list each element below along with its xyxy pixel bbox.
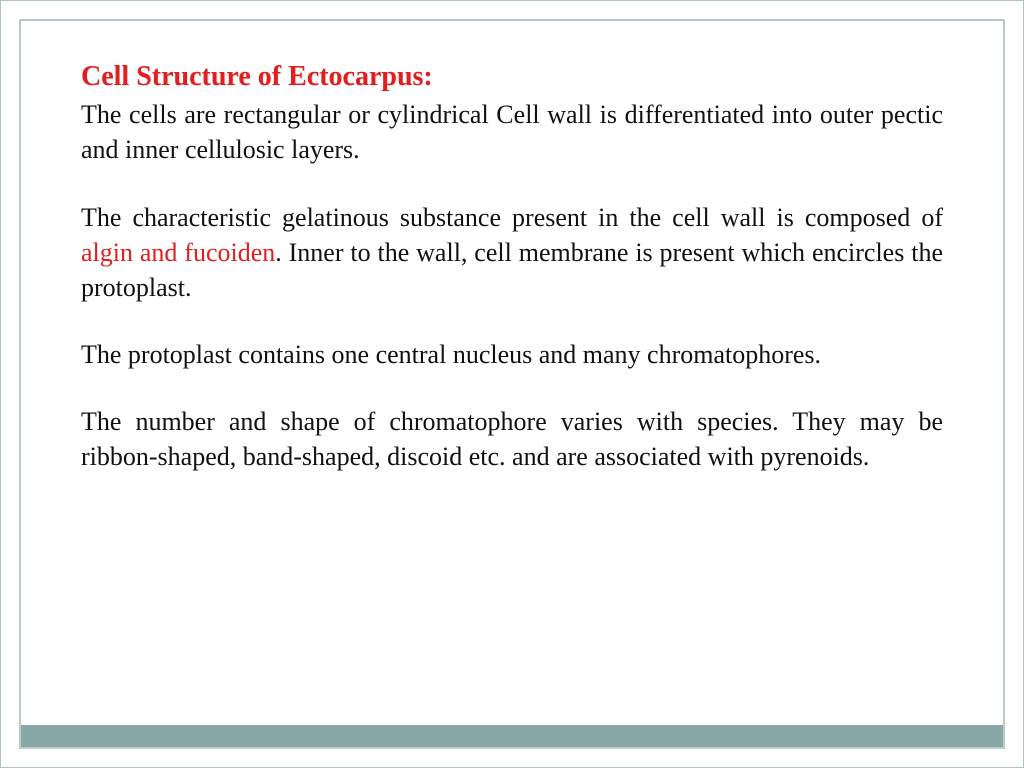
paragraph-2-part-a: The characteristic gelatinous substance …: [81, 203, 943, 232]
slide-inner-frame: Cell Structure of Ectocarpus: The cells …: [19, 19, 1005, 749]
paragraph-2: The characteristic gelatinous substance …: [81, 200, 943, 305]
paragraph-4: The number and shape of chromatophore va…: [81, 404, 943, 474]
paragraph-1: The cells are rectangular or cylindrical…: [81, 97, 943, 167]
slide-content: Cell Structure of Ectocarpus: The cells …: [21, 21, 1003, 504]
slide-heading: Cell Structure of Ectocarpus:: [81, 59, 943, 95]
bottom-accent-bar: [21, 725, 1003, 747]
highlight-algin-fucoiden: algin and fucoiden: [81, 238, 275, 267]
slide-container: Cell Structure of Ectocarpus: The cells …: [0, 0, 1024, 768]
paragraph-3: The protoplast contains one central nucl…: [81, 337, 943, 372]
